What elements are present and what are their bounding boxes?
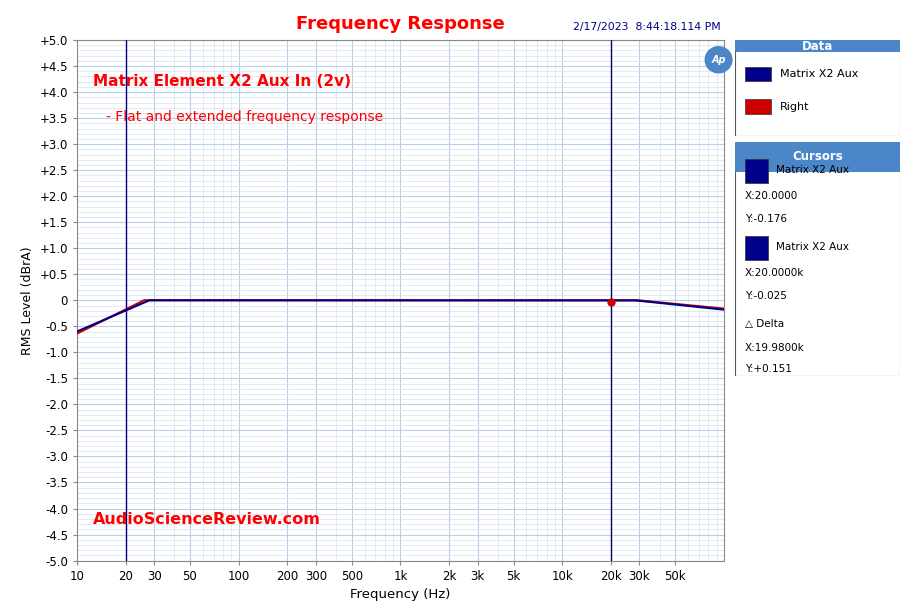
Text: Data: Data xyxy=(802,40,834,53)
Text: Matrix Element X2 Aux In (2v): Matrix Element X2 Aux In (2v) xyxy=(93,74,351,89)
Text: X:20.0000k: X:20.0000k xyxy=(745,268,805,278)
Text: Matrix X2 Aux: Matrix X2 Aux xyxy=(776,164,849,175)
Y-axis label: RMS Level (dBrA): RMS Level (dBrA) xyxy=(21,246,33,355)
FancyBboxPatch shape xyxy=(745,237,768,260)
Circle shape xyxy=(705,47,732,73)
Text: Cursors: Cursors xyxy=(792,150,843,163)
FancyBboxPatch shape xyxy=(745,67,771,81)
Text: Matrix X2 Aux: Matrix X2 Aux xyxy=(779,70,858,79)
FancyBboxPatch shape xyxy=(735,142,900,376)
Text: Frequency Response: Frequency Response xyxy=(296,15,505,33)
FancyBboxPatch shape xyxy=(745,99,771,113)
Text: - Flat and extended frequency response: - Flat and extended frequency response xyxy=(106,110,383,124)
Text: Right: Right xyxy=(779,102,809,112)
FancyBboxPatch shape xyxy=(735,142,900,172)
FancyBboxPatch shape xyxy=(735,40,900,52)
Text: Y:-0.176: Y:-0.176 xyxy=(745,214,786,224)
Text: 2/17/2023  8:44:18.114 PM: 2/17/2023 8:44:18.114 PM xyxy=(573,22,720,32)
Text: Y:-0.025: Y:-0.025 xyxy=(745,291,786,301)
FancyBboxPatch shape xyxy=(735,40,900,136)
Text: Ap: Ap xyxy=(711,55,726,65)
Text: X:19.9800k: X:19.9800k xyxy=(745,342,805,353)
Text: Y:+0.151: Y:+0.151 xyxy=(745,363,792,374)
FancyBboxPatch shape xyxy=(745,160,768,183)
Text: AudioScienceReview.com: AudioScienceReview.com xyxy=(93,512,321,527)
Text: △ Delta: △ Delta xyxy=(745,319,784,330)
Text: X:20.0000: X:20.0000 xyxy=(745,190,798,201)
X-axis label: Frequency (Hz): Frequency (Hz) xyxy=(350,588,451,601)
Text: Matrix X2 Aux: Matrix X2 Aux xyxy=(776,242,849,252)
